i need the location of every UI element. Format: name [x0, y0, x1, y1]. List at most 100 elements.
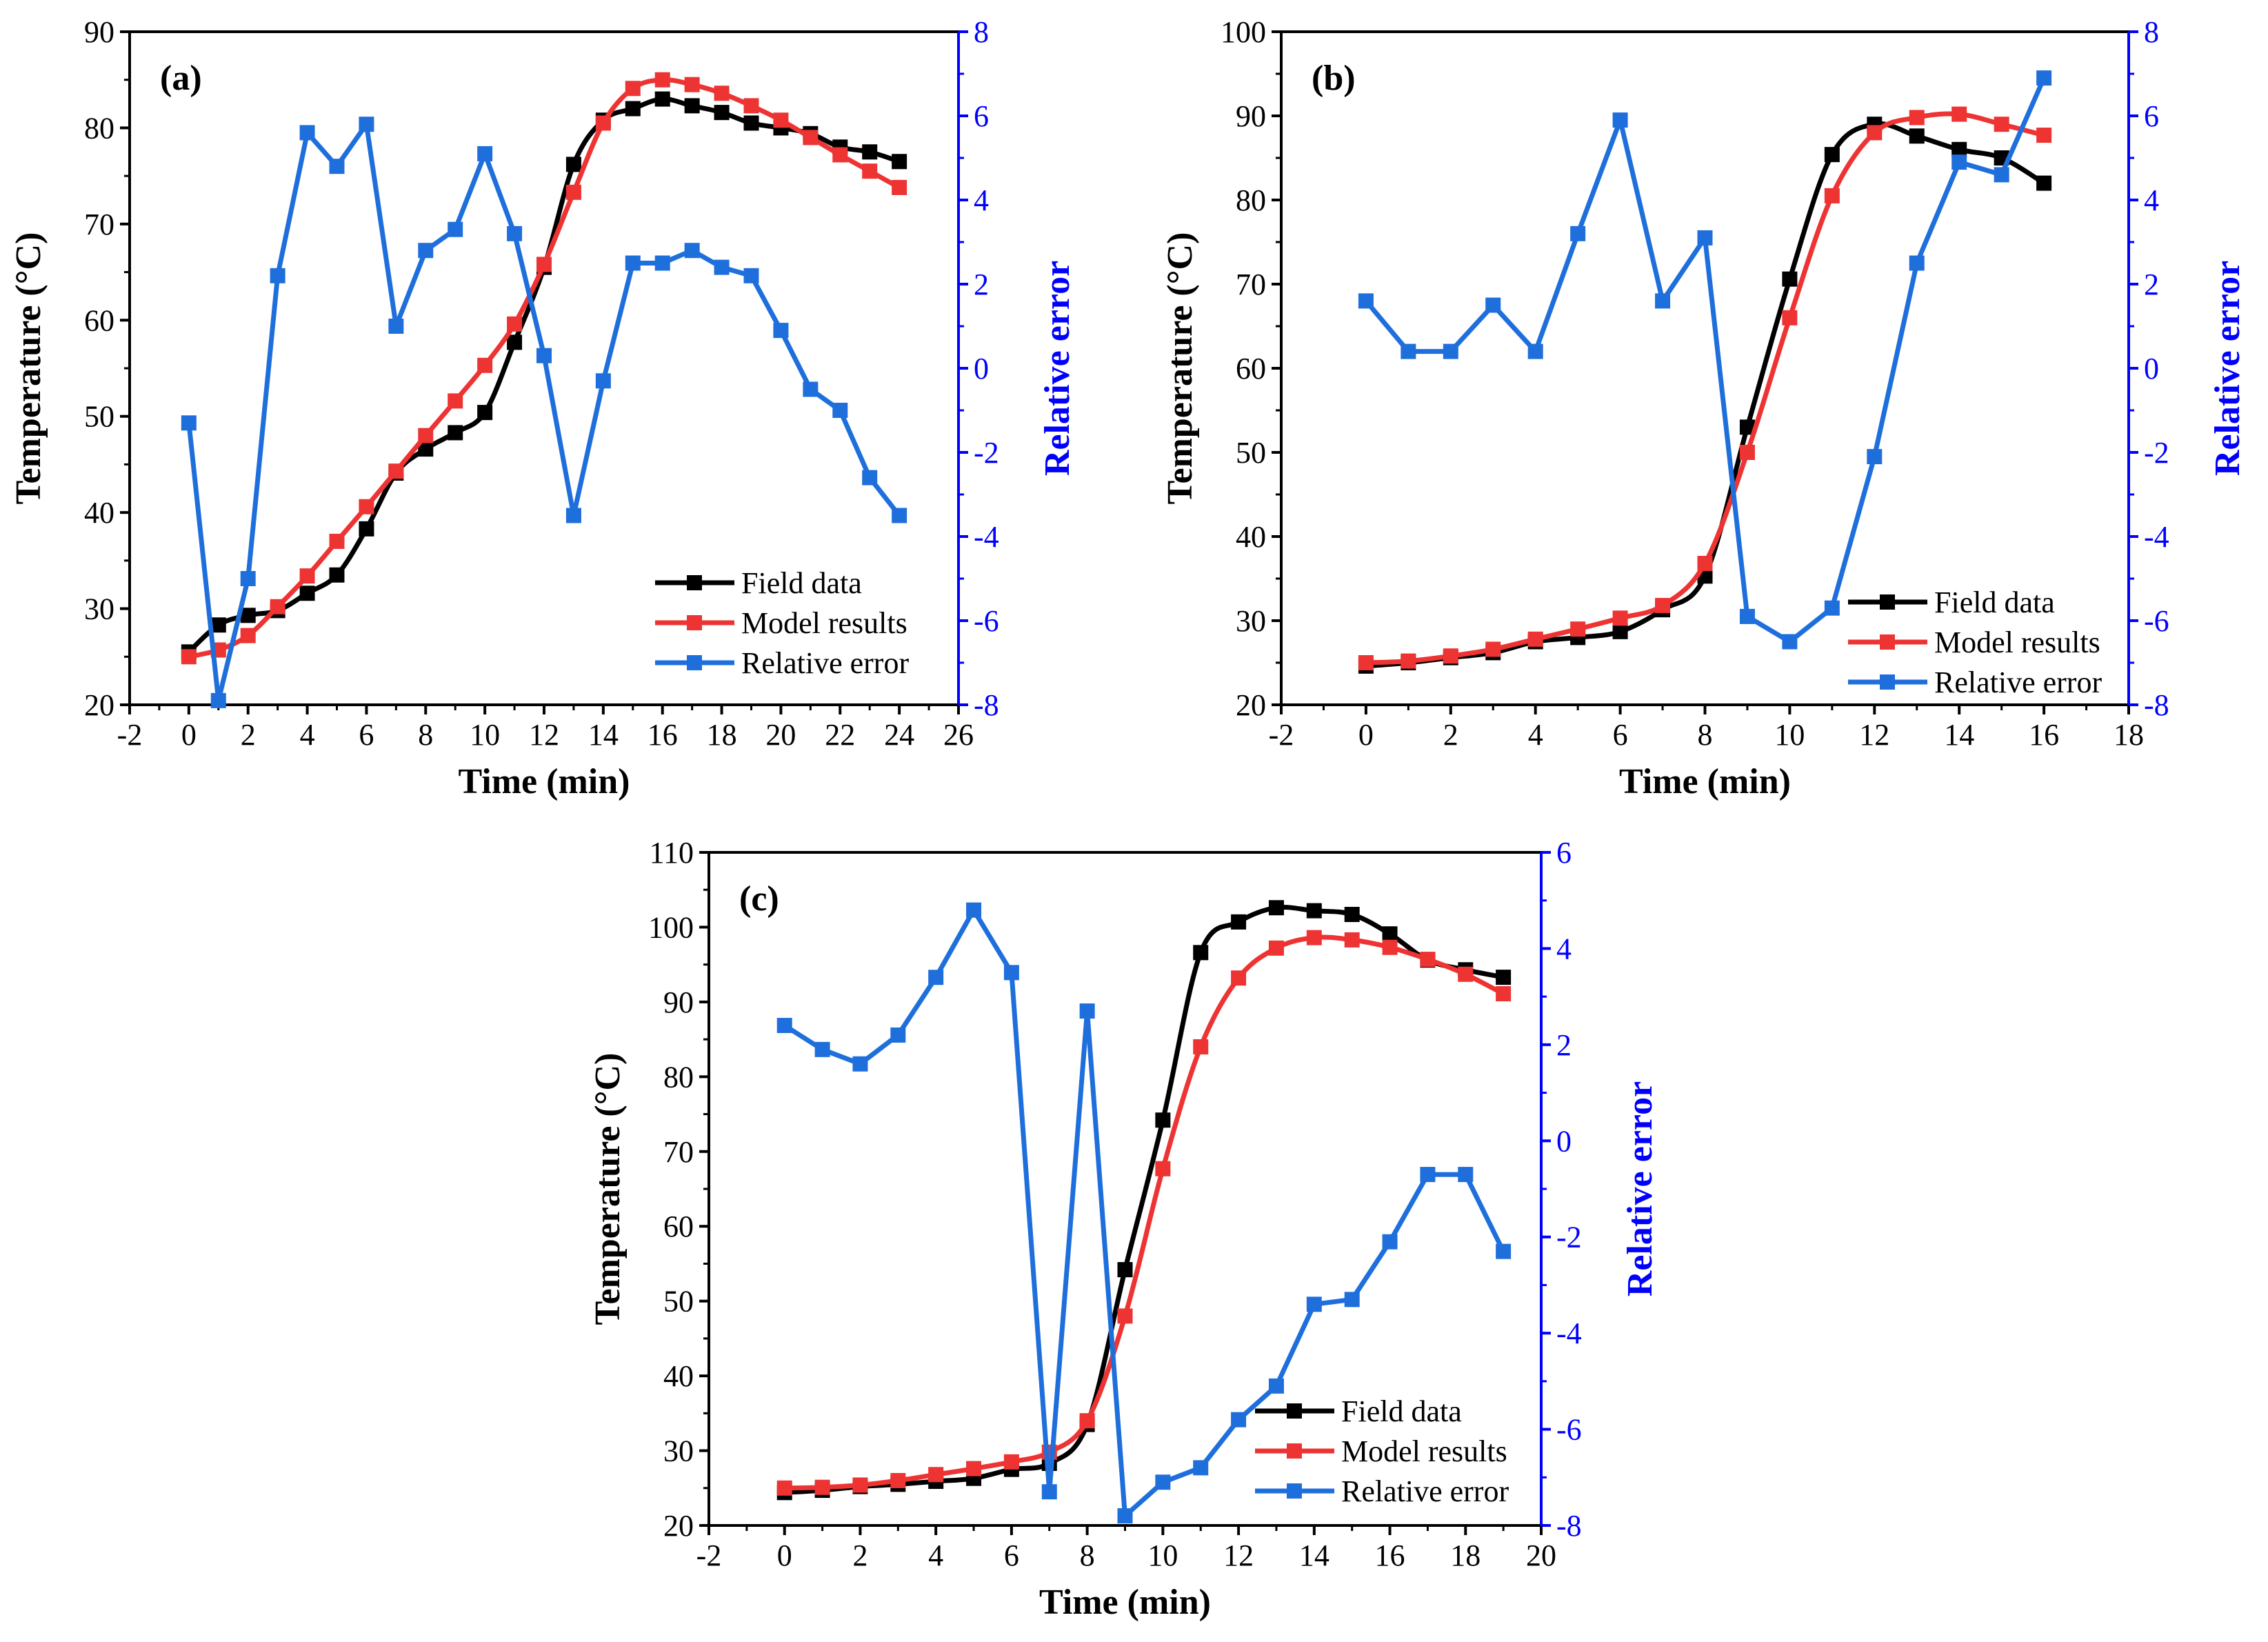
data-point-model [714, 86, 730, 101]
legend-swatch-marker [1287, 1443, 1302, 1459]
data-point-error [1193, 1460, 1209, 1476]
y2-tick-label: 2 [974, 268, 989, 301]
data-point-error [1458, 1167, 1474, 1183]
x-axis-title: Time (min) [1619, 762, 1791, 801]
legend-swatch-marker [687, 575, 702, 590]
y-tick-label: 20 [1236, 688, 1266, 722]
data-point-error [862, 470, 878, 485]
data-point-field [2036, 175, 2052, 191]
legend-label: Relative error [1341, 1474, 1509, 1508]
data-point-model [1443, 648, 1458, 664]
data-point-error [890, 1027, 906, 1043]
data-point-error [625, 255, 641, 271]
x-tick-label: 8 [1698, 718, 1713, 752]
y-tick-label: 80 [84, 111, 114, 145]
data-point-field [1231, 914, 1247, 930]
data-point-error [1041, 1484, 1057, 1500]
y2-tick-label: -2 [1556, 1221, 1582, 1254]
x-tick-label: 18 [1450, 1539, 1481, 1572]
y-axis-title: Temperature (°C) [588, 1053, 628, 1325]
x-tick-label: 0 [777, 1539, 792, 1572]
data-point-field [448, 425, 463, 441]
y2-tick-label: 4 [2144, 183, 2159, 217]
y2-tick-label: 6 [2144, 99, 2159, 133]
data-point-field [743, 115, 759, 131]
data-point-model [507, 316, 523, 332]
data-point-error [714, 259, 730, 275]
x-tick-label: 6 [1613, 718, 1628, 752]
y-tick-label: 60 [1236, 352, 1266, 386]
data-point-field [1193, 945, 1209, 961]
data-point-error [966, 902, 982, 918]
data-point-model [1268, 940, 1284, 956]
data-point-error [418, 243, 434, 259]
y2-tick-label: -6 [2144, 604, 2169, 638]
data-point-error [1079, 1003, 1095, 1019]
data-point-error [1782, 634, 1798, 650]
data-point-field [1739, 419, 1755, 435]
y-tick-label: 90 [663, 985, 694, 1019]
data-point-error [1697, 230, 1713, 246]
y-tick-label: 100 [648, 910, 694, 944]
legend-swatch-marker [687, 655, 702, 670]
data-point-error [852, 1056, 868, 1072]
data-point-field [1268, 900, 1284, 916]
data-point-model [928, 1467, 944, 1483]
data-point-model [1382, 939, 1398, 955]
data-point-field [565, 157, 581, 172]
legend-swatch-marker [1287, 1483, 1302, 1499]
x-tick-label: 4 [300, 718, 315, 752]
data-point-model [773, 112, 789, 128]
data-point-error [507, 226, 523, 241]
y-tick-label: 30 [663, 1434, 694, 1468]
data-point-field [892, 154, 907, 170]
y-tick-label: 70 [1236, 268, 1266, 301]
y-tick-label: 40 [84, 496, 114, 530]
data-point-model [1231, 970, 1247, 986]
data-point-field [1782, 271, 1798, 287]
data-point-model [832, 147, 848, 163]
data-point-error [1570, 226, 1586, 241]
x-tick-label: 10 [1774, 718, 1805, 752]
y-tick-label: 20 [84, 688, 114, 722]
data-point-field [1909, 128, 1925, 144]
data-point-error [1382, 1234, 1398, 1250]
data-point-error [181, 415, 197, 431]
data-point-error [1612, 112, 1628, 128]
data-point-model [329, 533, 345, 549]
y-tick-label: 50 [663, 1285, 694, 1319]
y2-tick-label: 2 [2144, 268, 2159, 301]
x-tick-label: 16 [1375, 1539, 1405, 1572]
data-point-model [890, 1472, 906, 1488]
data-point-model [862, 163, 878, 179]
data-point-model [625, 81, 641, 97]
x-tick-label: 0 [181, 718, 197, 752]
y2-tick-label: -2 [2144, 436, 2169, 470]
data-point-model [270, 599, 285, 614]
data-point-model [1739, 445, 1755, 460]
data-point-model [684, 77, 700, 92]
legend-swatch-marker [1880, 674, 1895, 690]
data-point-field [1344, 907, 1360, 923]
panel-label: (c) [739, 879, 779, 919]
x-tick-label: 16 [2029, 718, 2059, 752]
x-tick-label: 14 [588, 718, 619, 752]
x-tick-label: 8 [1080, 1539, 1095, 1572]
x-tick-label: 20 [1526, 1539, 1556, 1572]
data-point-error [1401, 343, 1416, 359]
x-tick-label: 14 [1944, 718, 1974, 752]
series-line-model [784, 934, 1505, 1491]
data-point-error [1306, 1296, 1322, 1312]
x-tick-label: 6 [359, 718, 374, 752]
data-point-model [803, 130, 819, 146]
x-tick-label: 26 [943, 718, 974, 752]
x-tick-label: 16 [648, 718, 678, 752]
data-point-error [1496, 1243, 1512, 1259]
data-point-error [1443, 343, 1458, 359]
data-point-field [684, 98, 700, 114]
y2-axis-title: Relative error [1038, 261, 1077, 476]
y-tick-label: 50 [1236, 436, 1266, 470]
data-point-error [536, 348, 552, 363]
data-point-error [388, 319, 404, 334]
data-point-model [892, 179, 907, 195]
